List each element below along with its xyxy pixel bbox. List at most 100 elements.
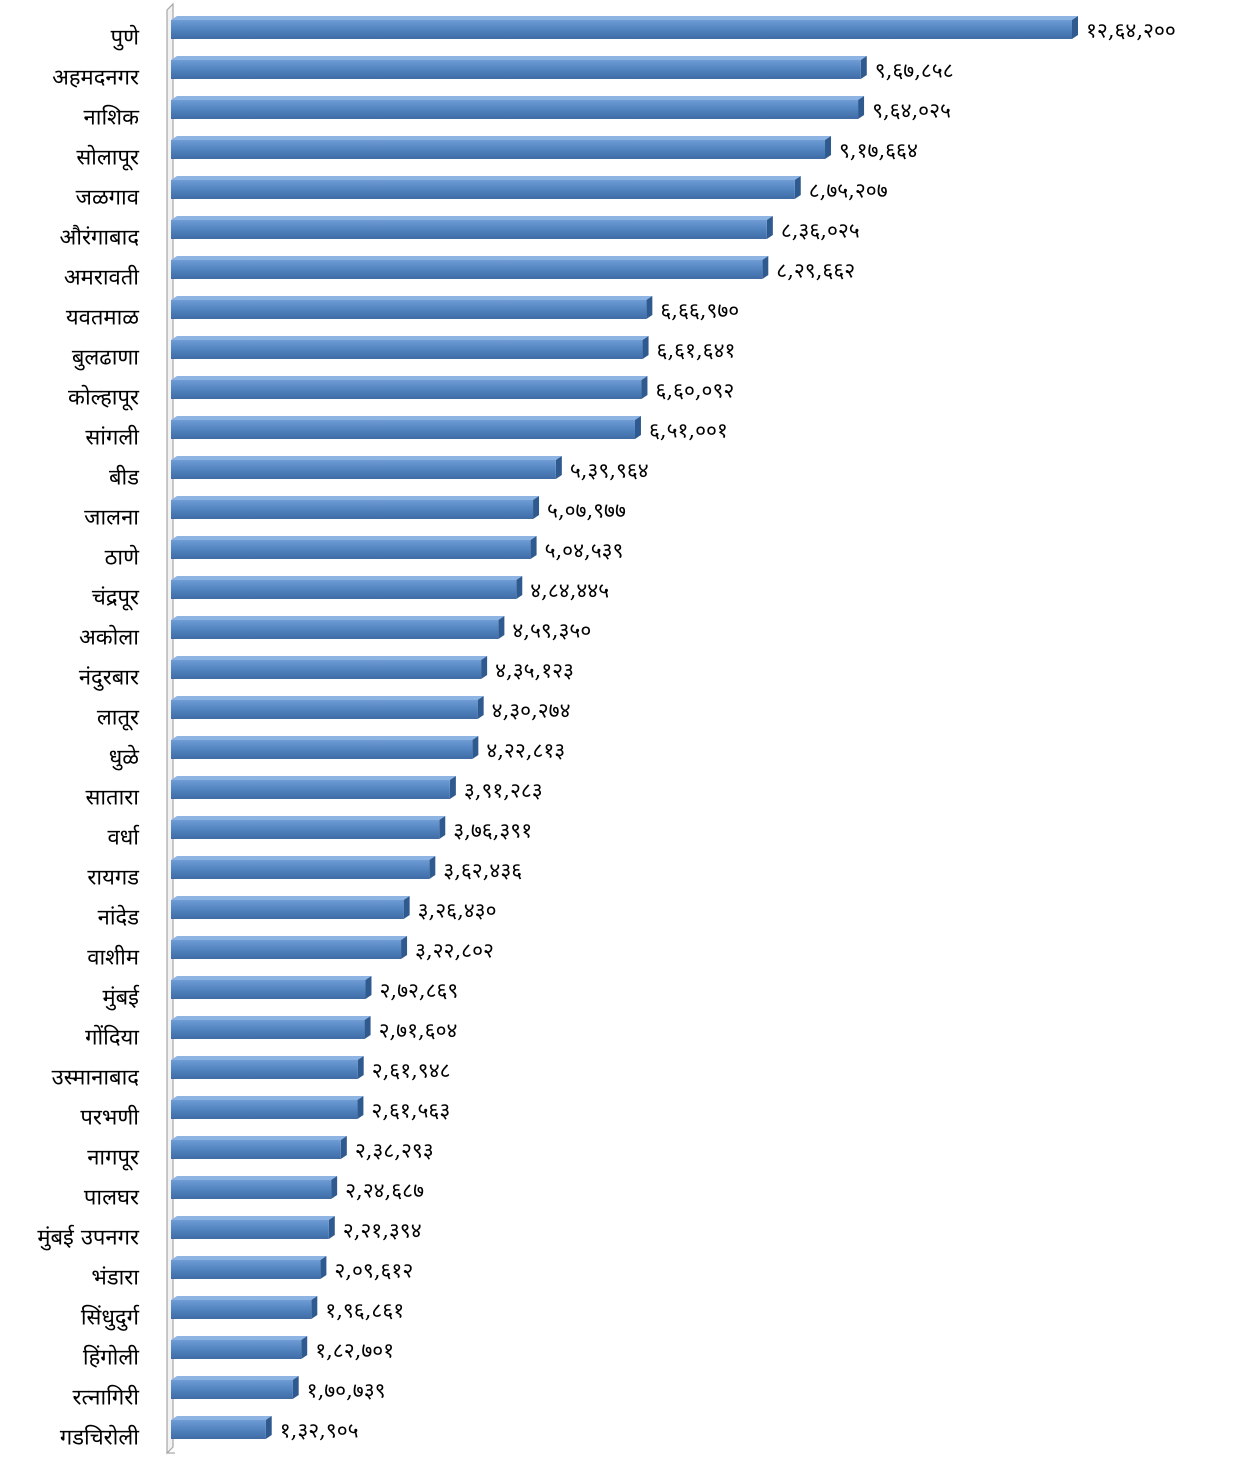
bar-top-face xyxy=(171,656,488,660)
value-label: २,०९,६१२ xyxy=(334,1259,413,1283)
bar xyxy=(171,1176,338,1199)
axis-wall xyxy=(166,2,174,1455)
bar xyxy=(171,656,488,679)
bar-front-face xyxy=(171,1340,302,1359)
bar-side-face xyxy=(449,776,456,799)
bar-side-face xyxy=(533,496,540,519)
bar-top-face xyxy=(171,16,1078,20)
bar-front-face xyxy=(171,60,861,79)
bar-side-face xyxy=(641,376,648,399)
bar xyxy=(171,736,479,759)
bar-front-face xyxy=(171,1380,293,1399)
bar-side-face xyxy=(364,1016,371,1039)
bar-side-face xyxy=(472,736,479,759)
bar xyxy=(171,16,1078,39)
bar-front-face xyxy=(171,540,531,559)
bar-side-face xyxy=(766,216,773,239)
category-label: रायगड xyxy=(87,866,139,891)
bar-side-face xyxy=(634,416,641,439)
bar-front-face xyxy=(171,460,556,479)
bar xyxy=(171,1216,335,1239)
category-label: गोंदिया xyxy=(85,1025,139,1051)
category-label: सिंधुदुर्ग xyxy=(81,1305,140,1332)
bar-side-face xyxy=(429,856,436,879)
bar-top-face xyxy=(171,616,505,620)
category-label: नांदेड xyxy=(98,905,140,931)
bar-side-face xyxy=(331,1176,338,1199)
bar-front-face xyxy=(171,100,859,119)
value-label: ४,३५,१२३ xyxy=(495,659,574,683)
value-label: ८,२९,६६२ xyxy=(776,259,855,283)
bar xyxy=(171,936,408,959)
value-label: ८,३६,०२५ xyxy=(781,219,860,243)
category-label: धुळे xyxy=(109,745,141,771)
bar-top-face xyxy=(171,336,649,340)
bar-side-face xyxy=(530,536,537,559)
bar-front-face xyxy=(171,1100,358,1119)
value-label: १२,६४,२०० xyxy=(1086,19,1176,43)
bar-side-face xyxy=(365,976,372,999)
bar xyxy=(171,136,832,159)
bar-side-face xyxy=(439,816,446,839)
category-label: चंद्रपूर xyxy=(92,586,140,612)
category-label: मुंबई xyxy=(102,985,140,1011)
bar-side-face xyxy=(1072,16,1078,39)
value-label: ६,६०,०९२ xyxy=(655,379,734,403)
bar-front-face xyxy=(171,1420,266,1439)
value-label: २,२१,३९४ xyxy=(343,1219,422,1243)
bar-top-face xyxy=(171,1336,308,1340)
bar-side-face xyxy=(311,1296,318,1319)
bar-top-face xyxy=(171,496,540,500)
value-label: २,७१,६०४ xyxy=(379,1019,458,1043)
bar-side-face xyxy=(403,896,410,919)
category-label: सोलापूर xyxy=(76,145,140,172)
value-label: ४,८४,४४५ xyxy=(530,579,609,603)
category-label: गडचिरोली xyxy=(60,1425,139,1451)
bar xyxy=(171,376,648,399)
bar-front-face xyxy=(171,180,795,199)
bar-top-face xyxy=(171,856,436,860)
bar-side-face xyxy=(265,1416,272,1439)
bar-front-face xyxy=(171,1060,358,1079)
bar xyxy=(171,976,372,999)
bar-top-face xyxy=(171,376,648,380)
value-label: ३,२६,४३० xyxy=(418,899,497,923)
bar-top-face xyxy=(171,456,562,460)
value-label: ३,७६,३९१ xyxy=(453,819,532,843)
bar-front-face xyxy=(171,780,450,799)
bar-top-face xyxy=(171,736,479,740)
bar-front-face xyxy=(171,1140,341,1159)
bar xyxy=(171,616,505,639)
bar-side-face xyxy=(340,1136,347,1159)
value-label: ६,६६,९७० xyxy=(660,299,739,323)
bar-top-face xyxy=(171,1216,335,1220)
category-label: औरंगाबाद xyxy=(59,225,139,251)
bar xyxy=(171,816,446,839)
bar xyxy=(171,776,456,799)
category-label: लातूर xyxy=(97,706,140,732)
bar-top-face xyxy=(171,776,456,780)
category-label: यवतमाळ xyxy=(66,306,140,331)
category-label: बुलढाणा xyxy=(72,346,139,371)
bar-front-face xyxy=(171,380,642,399)
value-label: ६,६१,६४१ xyxy=(657,339,736,363)
bar-side-face xyxy=(762,256,769,279)
category-label: रत्नागिरी xyxy=(73,1385,140,1411)
value-label: ९,६७,८५८ xyxy=(875,59,954,83)
labels-group: पुणे १२,६४,२०० अहमदनगर ९,६७,८५८ नाशिक ९,६४,०२… xyxy=(37,19,1175,1451)
bar-top-face xyxy=(171,416,641,420)
category-label: अमरावती xyxy=(64,265,139,291)
bar xyxy=(171,1256,327,1279)
bar xyxy=(171,176,801,199)
value-label: ४,२२,८१३ xyxy=(486,739,565,763)
bar-side-face xyxy=(401,936,408,959)
bar-top-face xyxy=(171,1256,327,1260)
bar-front-face xyxy=(171,740,473,759)
bar-front-face xyxy=(171,1020,365,1039)
value-label: ६,५१,००१ xyxy=(649,419,728,443)
category-label: नाशिक xyxy=(84,105,141,131)
bar-side-face xyxy=(646,296,653,319)
bar-side-face xyxy=(825,136,832,159)
category-label: कोल्हापूर xyxy=(68,385,140,412)
bar-front-face xyxy=(171,1220,329,1239)
